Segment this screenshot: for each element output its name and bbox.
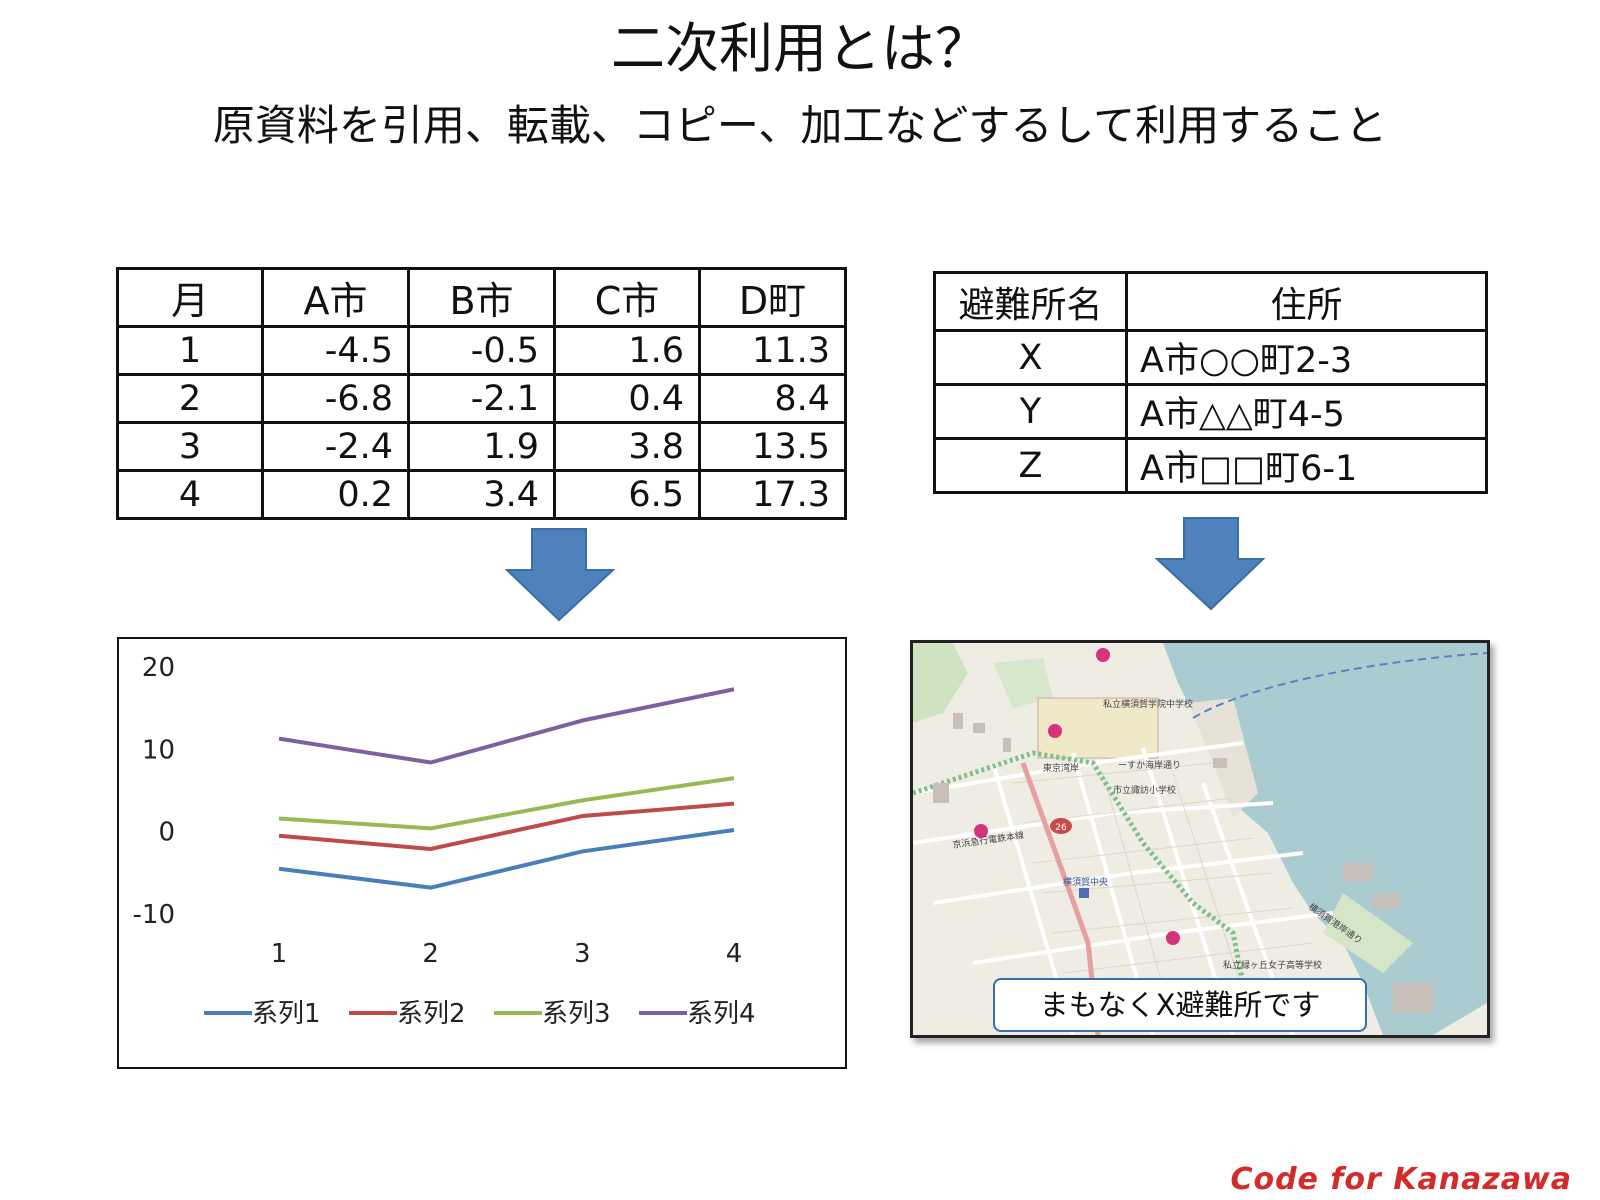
table-cell: 3.8 (553, 421, 701, 472)
legend-label: 系列3 (542, 999, 611, 1029)
table-cell: A市□□町6-1 (1125, 437, 1488, 494)
table-cell: -4.5 (261, 325, 410, 376)
shelter-table: 避難所名 住所 X A市○○町2-3 Y A市△△町4-5 Z A市□□町6-1 (933, 271, 1488, 494)
y-tick-label: 0 (158, 818, 175, 848)
route-shield-icon (1050, 818, 1072, 834)
page-subtitle: 原資料を引用、転載、コピー、加工などするして利用すること (212, 101, 1388, 150)
header-shelter-name: 避難所名 (933, 271, 1128, 332)
map-label: 私立緑ヶ丘女子高等学校 (1223, 959, 1322, 971)
legend-label: 系列1 (252, 999, 321, 1029)
map-label: 東京湾岸 (1043, 762, 1079, 774)
table-cell: 8.4 (698, 373, 847, 424)
table-cell: -6.8 (261, 373, 410, 424)
map-callout: まもなくX避難所です (993, 978, 1367, 1032)
table-row: X A市○○町2-3 (933, 329, 1488, 386)
legend-label: 系列4 (687, 999, 756, 1029)
header-month: 月 (116, 267, 264, 328)
table-cell: Z (933, 437, 1128, 494)
table-cell: 0.4 (553, 373, 701, 424)
map-label: 私立横須賀学院中学校 (1103, 698, 1193, 710)
table-row: 2 -6.8 -2.1 0.4 8.4 (116, 373, 847, 424)
table-cell: 0.2 (261, 469, 410, 520)
park-area (913, 643, 968, 723)
table-header-row: 月 A市 B市 C市 D町 (116, 267, 847, 328)
header-d-town: D町 (698, 267, 847, 328)
hospital-marker-icons (974, 648, 1180, 945)
header-c-city: C市 (553, 267, 701, 328)
series-line-2 (278, 801, 735, 851)
map-label: 横須賀中央 (1063, 876, 1108, 888)
table-row: Z A市□□町6-1 (933, 437, 1488, 494)
table-cell: 1.9 (407, 421, 556, 472)
series-line-3 (278, 776, 735, 831)
x-tick-label: 1 (271, 939, 288, 969)
line-chart: 20 10 0 -10 1 2 3 4 系列1 系列2 系列3 系列4 (117, 637, 847, 1069)
map-label: ーすか海岸通り (1118, 759, 1181, 771)
table-cell: 3 (116, 421, 264, 472)
down-arrow-icon (1155, 517, 1265, 611)
down-arrow-icon (505, 528, 615, 622)
ferry-route (1192, 652, 1487, 719)
header-address: 住所 (1125, 271, 1488, 332)
table-header-row: 避難所名 住所 (933, 271, 1488, 332)
x-tick-label: 3 (574, 939, 591, 969)
table-cell: 2 (116, 373, 264, 424)
map-view: 26 東京湾岸 横須賀中央 私立横須賀学院中学校 市立諏訪小学校 ーすか海岸通り… (910, 640, 1490, 1038)
map-label: 市立諏訪小学校 (1113, 784, 1176, 796)
x-tick-label: 2 (422, 939, 439, 969)
y-tick-label: -10 (133, 900, 175, 930)
park-area (1323, 893, 1413, 973)
table-cell: 17.3 (698, 469, 847, 520)
green-route (913, 750, 1246, 984)
park-area (993, 658, 1053, 708)
table-row: 4 0.2 3.4 6.5 17.3 (116, 469, 847, 520)
brand-logo: Code for Kanazawa (1230, 1162, 1572, 1197)
table-cell: 1.6 (553, 325, 701, 376)
table-row: 3 -2.4 1.9 3.8 13.5 (116, 421, 847, 472)
buildings (933, 713, 1433, 1013)
school-block (1037, 697, 1159, 759)
station-icon (1079, 888, 1089, 898)
temperature-table: 月 A市 B市 C市 D町 1 -4.5 -0.5 1.6 11.3 2 -6.… (116, 267, 847, 520)
table-cell: -0.5 (407, 325, 556, 376)
line-chart-svg: 20 10 0 -10 1 2 3 4 系列1 系列2 系列3 系列4 (133, 653, 756, 1029)
table-cell: A市△△町4-5 (1125, 383, 1488, 440)
table-cell: 3.4 (407, 469, 556, 520)
table-cell: A市○○町2-3 (1125, 329, 1488, 386)
table-cell: 6.5 (553, 469, 701, 520)
table-row: Y A市△△町4-5 (933, 383, 1488, 440)
street-map: 26 東京湾岸 横須賀中央 私立横須賀学院中学校 市立諏訪小学校 ーすか海岸通り… (913, 643, 1487, 1035)
legend-label: 系列2 (397, 999, 466, 1029)
y-tick-label: 10 (142, 735, 175, 765)
page-title: 二次利用とは？ (611, 17, 989, 80)
x-tick-label: 4 (726, 939, 743, 969)
header-a-city: A市 (261, 267, 410, 328)
table-cell: 1 (116, 325, 264, 376)
table-cell: 4 (116, 469, 264, 520)
table-row: 1 -4.5 -0.5 1.6 11.3 (116, 325, 847, 376)
table-cell: 11.3 (698, 325, 847, 376)
header-b-city: B市 (407, 267, 556, 328)
series-line-4 (278, 687, 735, 765)
table-cell: 13.5 (698, 421, 847, 472)
table-cell: Y (933, 383, 1128, 440)
route-number: 26 (1055, 823, 1067, 833)
table-cell: -2.1 (407, 373, 556, 424)
series-line-1 (278, 828, 735, 890)
table-cell: X (933, 329, 1128, 386)
table-cell: -2.4 (261, 421, 410, 472)
y-tick-label: 20 (142, 653, 175, 683)
